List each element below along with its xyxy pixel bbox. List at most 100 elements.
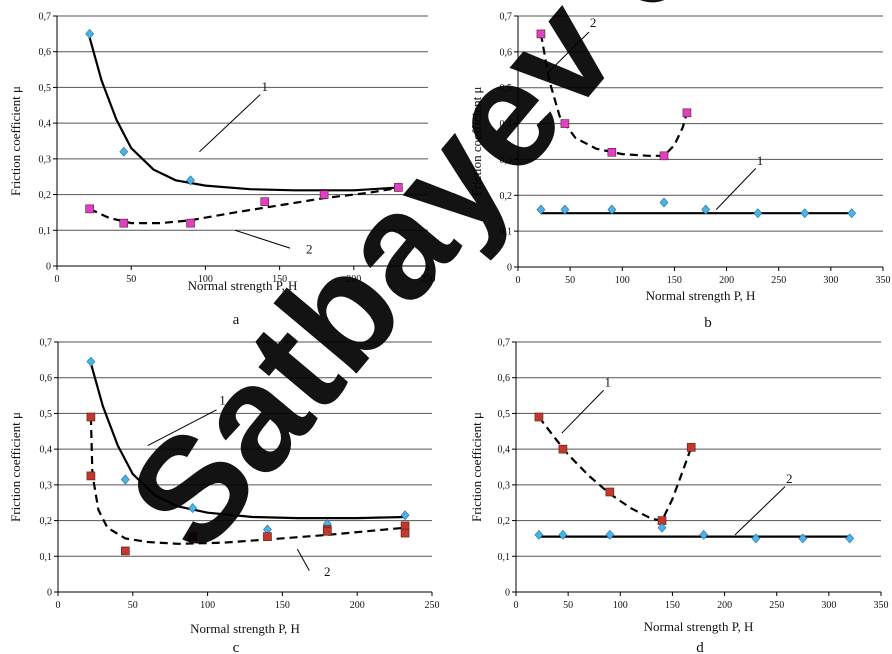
- curve-label: 1: [757, 153, 764, 168]
- series-2-point: [536, 29, 546, 39]
- curve-label: 1: [219, 393, 226, 408]
- series-1-point: [800, 208, 810, 219]
- series-1-line: [89, 363, 406, 520]
- x-tick-label: 350: [876, 275, 891, 286]
- chart-panels: 00,10,20,30,40,50,60,70 50 100 150 200 250Nor…: [8, 12, 891, 654]
- series-2-point: [322, 526, 332, 536]
- y-tick-label: 0,4: [40, 445, 53, 456]
- y-tick-label: 0,2: [500, 191, 513, 202]
- series-2-point: [657, 522, 667, 533]
- series-1-point: [188, 503, 198, 514]
- y-tick-label: 0: [507, 263, 512, 274]
- x-tick-label: 150: [275, 600, 290, 611]
- y-tick-label: 0,5: [40, 409, 53, 420]
- y-axis-title: Friction coefficient μ: [469, 86, 484, 196]
- x-tick-label: 200: [350, 600, 365, 611]
- y-tick-label: 0,6: [40, 373, 53, 384]
- curve-label-leader: [234, 229, 291, 249]
- series-2-point: [188, 532, 197, 541]
- y-tick-label: 0,3: [40, 480, 53, 491]
- series-2-line: [89, 416, 406, 545]
- series-2-point: [86, 412, 96, 422]
- x-tick-label: 0: [514, 600, 519, 611]
- y-tick-label: 0,5: [500, 83, 513, 94]
- series-1-point: [85, 28, 95, 39]
- series-2-point: [86, 471, 96, 481]
- series-2-point: [534, 529, 544, 540]
- x-tick-label: 100: [200, 600, 215, 611]
- series-2-point: [558, 529, 568, 540]
- series-1-point: [686, 443, 696, 452]
- curve-label-leader: [199, 94, 261, 153]
- y-tick-label: 0,7: [39, 12, 52, 23]
- curve-label: 1: [605, 375, 612, 390]
- y-tick-label: 0,2: [40, 516, 53, 527]
- y-tick-label: 0,3: [498, 480, 511, 491]
- series-2-point: [121, 546, 130, 556]
- series-1-line: [88, 37, 402, 192]
- series-2-point: [607, 147, 617, 157]
- panel-letter: b: [704, 315, 712, 331]
- y-tick-label: 0,2: [498, 516, 511, 527]
- series-1-point: [400, 510, 410, 521]
- x-tick-label: 50: [563, 600, 573, 611]
- y-tick-label: 0,5: [498, 409, 511, 420]
- y-tick-label: 0,4: [500, 119, 513, 130]
- series-2-point: [400, 521, 410, 531]
- y-tick-label: 0,1: [40, 552, 53, 563]
- y-tick-label: 0,4: [498, 445, 511, 456]
- y-tick-label: 0,6: [500, 47, 513, 58]
- chart-panel-a: 0 0,1 0,2 0,3 0,4 0,5 0,6 0,7 0 50 100 150 200 250 Nor…: [8, 12, 436, 329]
- x-tick-label: 300: [821, 600, 836, 611]
- y-tick-label: 0,2: [39, 190, 52, 201]
- series-2-line: [539, 33, 688, 157]
- y-tick-label: 0,1: [500, 227, 513, 238]
- y-axis-title: Friction coefficient μ: [469, 412, 484, 522]
- curve-label: 2: [324, 564, 331, 579]
- y-tick-label: 0,3: [39, 154, 52, 165]
- y-tick-label: 0,7: [500, 12, 513, 23]
- curve-label-leader: [296, 548, 310, 571]
- y-tick-label: 0,1: [498, 552, 511, 563]
- x-tick-label: 0: [55, 274, 60, 285]
- series-2-point: [699, 529, 709, 540]
- y-tick-label: 0,6: [498, 373, 511, 384]
- x-tick-label: 0: [516, 275, 521, 286]
- curve-label-leader: [715, 168, 757, 210]
- curve-label-leader: [734, 486, 786, 536]
- x-axis-title: Normal strength P, H: [188, 278, 298, 293]
- x-tick-label: 100: [198, 274, 213, 285]
- series-2-point: [659, 151, 669, 161]
- series-1-point: [701, 204, 711, 215]
- series-1-point: [847, 208, 857, 219]
- series-1-point: [119, 146, 129, 157]
- series-1-point: [186, 175, 195, 186]
- y-tick-label: 0,7: [498, 338, 511, 349]
- x-axis-title: Normal strength P, H: [646, 288, 756, 303]
- chart-panel-d: 0 0,1 0,2 0,3 0,4 0,5 0,6 0,7 0 50 100 150 200 250 300…: [469, 338, 889, 654]
- curve-label-leader: [561, 389, 604, 434]
- series-1-point: [560, 204, 570, 215]
- series-1-point: [607, 204, 617, 215]
- series-2-point: [751, 533, 761, 544]
- x-tick-label: 250: [421, 274, 436, 285]
- chart-panel-c: 0 0,1 0,2 0,3 0,4 0,5 0,6 0,7 0 50 100 150 200 250 Nor…: [8, 338, 440, 654]
- y-tick-label: 0,6: [39, 47, 52, 58]
- curve-label-leader: [546, 31, 590, 74]
- x-tick-label: 350: [874, 600, 889, 611]
- series-2-point: [394, 183, 403, 192]
- x-tick-label: 300: [823, 275, 838, 286]
- y-tick-label: 0: [505, 588, 510, 599]
- x-tick-label: 200: [719, 275, 734, 286]
- curve-label: 2: [786, 471, 793, 486]
- series-2-point: [263, 532, 272, 541]
- series-2-point: [85, 204, 94, 214]
- series-1-point: [536, 204, 546, 215]
- series-1-point: [534, 412, 544, 422]
- x-tick-label: 150: [667, 275, 682, 286]
- x-tick-label: 250: [771, 275, 786, 286]
- series-2-point: [605, 529, 615, 540]
- x-tick-label: 250: [769, 600, 784, 611]
- curve-label: 2: [306, 242, 313, 257]
